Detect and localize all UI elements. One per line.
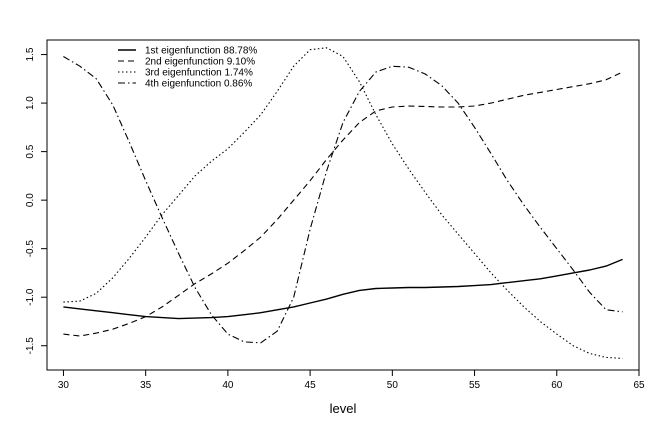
y-tick-label: -1.5: [25, 337, 36, 355]
y-tick-label: 1.0: [25, 96, 36, 110]
plot-frame: [46, 39, 640, 371]
y-tick-label: 1.5: [25, 47, 36, 61]
series-line-2: [63, 71, 623, 337]
x-axis-title: level: [330, 401, 357, 416]
x-tick-label: 55: [469, 380, 481, 391]
x-axis: 30 35 40 45 50 55 60 65: [58, 370, 645, 391]
x-tick-label: 65: [633, 380, 645, 391]
legend-entry-label: 2nd eigenfunction 9.10%: [145, 57, 255, 68]
series-line-1: [63, 258, 623, 320]
y-tick-label: -1.0: [25, 288, 36, 306]
x-tick-label: 30: [58, 380, 70, 391]
legend: 1st eigenfunction 88.78%2nd eigenfunctio…: [118, 46, 257, 90]
y-tick-label: -0.5: [25, 240, 36, 258]
legend-entry-label: 4th eigenfunction 0.86%: [145, 79, 252, 90]
y-tick-label: 0.0: [25, 193, 36, 207]
x-tick-label: 35: [140, 380, 152, 391]
series-line-4: [63, 56, 623, 344]
series-line-3: [63, 47, 623, 359]
x-tick-label: 40: [222, 380, 234, 391]
y-tick-label: 0.5: [25, 144, 36, 158]
legend-entry-label: 1st eigenfunction 88.78%: [145, 46, 257, 57]
x-tick-label: 50: [387, 380, 399, 391]
y-axis: -1.5 -1.0 -0.5 0.0 0.5 1.0 1.5: [25, 47, 47, 354]
series-layer: [63, 47, 623, 359]
x-tick-label: 60: [551, 380, 563, 391]
x-tick-label: 45: [305, 380, 317, 391]
legend-entry-label: 3rd eigenfunction 1.74%: [145, 68, 253, 79]
